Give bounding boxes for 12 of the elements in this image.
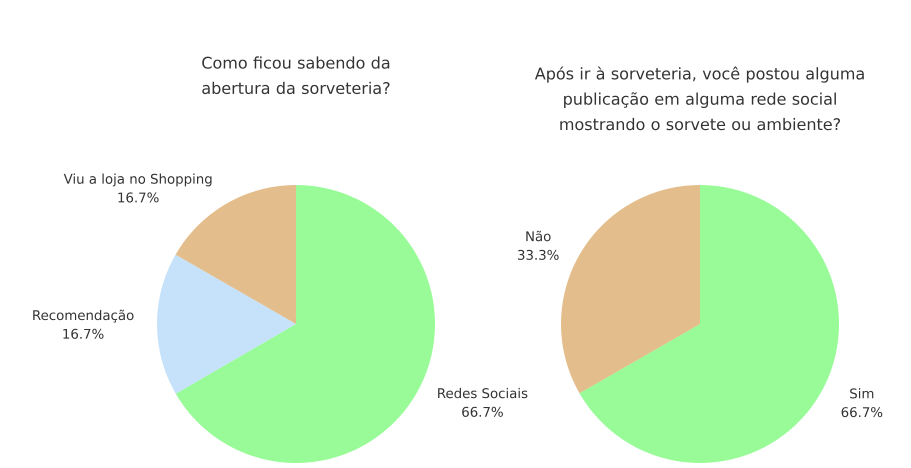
data-label: 66.7%: [462, 406, 503, 417]
slice-label: Sim: [850, 388, 874, 398]
slice-label: Recomendação: [33, 310, 134, 323]
slice-label: Não: [526, 230, 551, 242]
slice-label: Viu a loja no Shopping: [64, 174, 212, 186]
slice-label: Redes Sociais: [438, 388, 528, 398]
data-label: 16.7%: [63, 328, 104, 339]
data-label: 33.3%: [518, 250, 559, 260]
data-label: 66.7%: [842, 407, 882, 418]
chart-title: Como ficou sabendo da abertura da sorveteria?: [202, 56, 390, 94]
data-label: 16.7%: [118, 192, 159, 203]
chart-title: Após ir à sorveteria, você postou alguma publicação em alguma rede social mostrando o sorvete ou ambiente?: [534, 66, 864, 130]
